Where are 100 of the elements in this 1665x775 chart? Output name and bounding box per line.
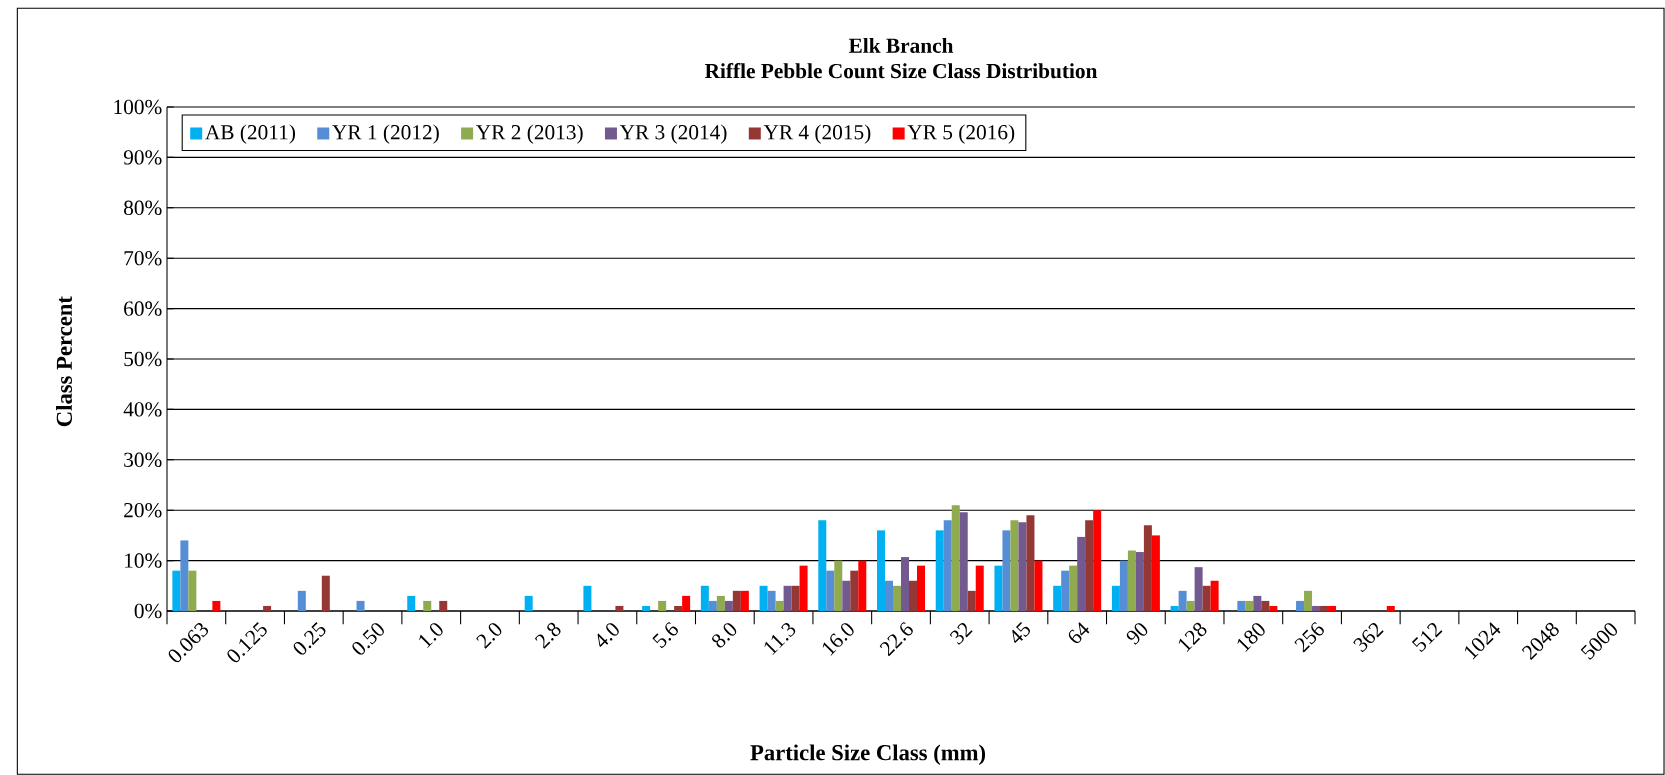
chart-subtitle: Riffle Pebble Count Size Class Distribution	[704, 63, 1098, 79]
bar	[297, 590, 306, 611]
legend-label: YR 2 (2013)	[476, 124, 583, 144]
x-tick-label: 8.0	[712, 623, 737, 648]
chart-title: Elk Branch	[848, 37, 954, 53]
bar	[767, 590, 776, 611]
legend-label: AB (2011)	[205, 124, 295, 144]
bar	[716, 595, 725, 611]
bar	[583, 585, 592, 611]
bar	[1269, 605, 1278, 611]
bar	[658, 600, 667, 611]
x-tick-label: 45	[1012, 621, 1031, 644]
bar	[642, 605, 651, 611]
bar	[1034, 560, 1043, 611]
x-tick-label: 2.8	[534, 622, 561, 649]
bar	[994, 565, 1003, 611]
bar	[407, 595, 416, 611]
bar	[1170, 605, 1179, 611]
bar	[799, 565, 808, 611]
bar	[1296, 600, 1305, 611]
bar	[791, 585, 800, 611]
x-tick-label: 512	[1411, 623, 1443, 653]
y-tick-label: 10%	[125, 553, 162, 568]
x-tick-label: 180	[1237, 623, 1265, 652]
bar	[180, 540, 189, 611]
y-tick-label: 90%	[123, 150, 162, 165]
x-tick-label: 32	[949, 623, 973, 645]
y-tick-label: 20%	[124, 502, 162, 518]
bar	[1111, 585, 1120, 611]
bar	[943, 520, 952, 611]
bar	[1210, 580, 1219, 611]
legend-label: YR 1 (2012)	[332, 124, 439, 144]
bar	[1186, 600, 1195, 611]
bar	[1143, 525, 1152, 611]
bar	[909, 580, 918, 611]
y-tick-label: 100%	[114, 99, 162, 115]
x-tick-label: 64	[1068, 622, 1090, 644]
x-axis-title: Particle Size Class (mm)	[750, 744, 986, 765]
x-tick-label: 256	[1294, 621, 1324, 653]
bar	[356, 600, 365, 611]
y-axis-title: Class Percent	[56, 296, 72, 427]
bar	[524, 595, 533, 611]
bar	[1119, 560, 1128, 611]
bar	[1077, 536, 1086, 611]
bar	[917, 565, 926, 611]
bar	[674, 605, 683, 611]
legend-label: YR 3 (2014)	[619, 124, 727, 144]
x-tick-label: 128	[1178, 622, 1207, 652]
bar	[1320, 605, 1329, 611]
legend-label: YR 4 (2015)	[763, 124, 871, 144]
y-tick-label: 30%	[124, 452, 162, 468]
x-tick-label: 362	[1353, 623, 1384, 653]
bar	[1053, 585, 1062, 611]
bar	[783, 585, 792, 611]
x-tick-label: 0.50	[352, 623, 384, 655]
bar	[893, 585, 902, 611]
bar	[1061, 570, 1070, 611]
bar	[439, 600, 448, 611]
x-tick-label: 5.6	[652, 621, 678, 649]
bar	[1178, 590, 1187, 611]
bar	[759, 585, 768, 611]
bar	[615, 605, 624, 611]
bar	[1386, 605, 1395, 611]
bar	[935, 530, 944, 611]
bar	[263, 605, 272, 611]
bar	[826, 570, 835, 611]
bar	[212, 600, 221, 611]
bar	[1010, 520, 1019, 611]
x-tick-label: 0.25	[293, 622, 326, 655]
bar	[1253, 595, 1262, 611]
x-tick-label: 2.0	[476, 623, 502, 649]
bar	[1002, 530, 1011, 611]
bar	[188, 570, 197, 611]
bar	[700, 585, 709, 611]
y-tick-label: 60%	[124, 301, 162, 316]
bar	[975, 565, 984, 611]
bar	[724, 600, 733, 611]
bar	[775, 600, 784, 611]
bar	[818, 520, 827, 611]
bar	[1194, 567, 1203, 611]
bar	[423, 600, 432, 611]
bar	[834, 560, 843, 611]
bar	[1026, 515, 1035, 611]
bar	[708, 600, 717, 611]
y-tick-label: 80%	[124, 200, 162, 216]
bar	[842, 580, 851, 611]
bar	[1237, 600, 1246, 611]
bar	[1127, 550, 1136, 611]
bar	[1069, 565, 1078, 611]
x-tick-label: 1.0	[419, 623, 443, 649]
bar	[1202, 585, 1211, 611]
bar	[967, 590, 976, 611]
bar	[959, 512, 968, 611]
bar	[850, 570, 859, 611]
bar	[858, 560, 867, 611]
x-tick-label: 22.6	[879, 621, 913, 657]
bar	[951, 505, 960, 611]
bar	[885, 580, 894, 611]
bar	[1312, 605, 1321, 611]
y-tick-label: 50%	[124, 351, 162, 367]
